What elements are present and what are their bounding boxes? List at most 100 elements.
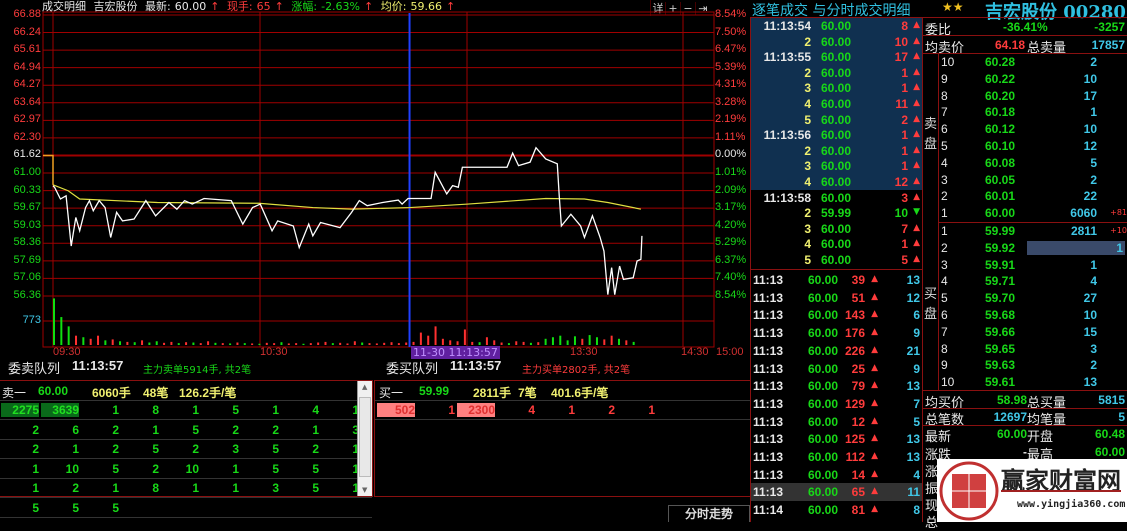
sell-order-row[interactable]: 9 60.22 10 (923, 71, 1127, 88)
minute-row[interactable]: 11:13 60.00 39 ▲ 13 (751, 271, 922, 289)
sell-order-row[interactable]: 6 60.12 10 (923, 121, 1127, 138)
tick-row[interactable]: 4 60.00 1 ▲ (751, 236, 922, 252)
buy-order-row[interactable]: 6 59.68 10 (923, 307, 1127, 324)
sell-order-row[interactable]: 10 60.28 2 (923, 54, 1127, 71)
sell-order-row[interactable]: 2 60.01 22 (923, 188, 1127, 205)
scroll-thumb[interactable] (359, 397, 371, 477)
minute-row[interactable]: 11:13 60.00 226 ▲ 21 (751, 342, 922, 360)
tick-row[interactable]: 2 60.00 1 ▲ (751, 142, 922, 159)
stat-row: 均买价 58.98 总买量 5815 (923, 391, 1127, 411)
sell-order-row[interactable]: 3 60.05 2 (923, 172, 1127, 189)
row-divider (923, 407, 1127, 409)
tick-row[interactable]: 11:13:58 60.00 3 ▲ (751, 190, 922, 206)
up-arrow-icon: ▲ (913, 238, 920, 249)
queue-cell: 1 (112, 481, 119, 495)
queue-cell: 2 (272, 422, 279, 437)
tick-time: 5 (804, 112, 811, 127)
tick-volume: 8 (901, 19, 908, 33)
buy-order-row[interactable]: 9 59.63 2 (923, 357, 1127, 374)
tick-price: 60.00 (821, 190, 852, 205)
tick-price: 60.00 (821, 112, 852, 127)
minute-count: 9 (913, 326, 920, 341)
buy-one-count: 7笔 (518, 386, 537, 400)
minute-row[interactable]: 11:13 60.00 14 ▲ 4 (751, 466, 922, 484)
tick-row[interactable]: 2 60.00 1 ▲ (751, 64, 922, 81)
intraday-chart[interactable] (0, 0, 750, 362)
minute-row[interactable]: 11:13 60.00 65 ▲ 11 (751, 483, 922, 502)
tick-volume: 1 (901, 81, 908, 96)
order-price: 60.05 (985, 172, 1016, 187)
buy-order-row[interactable]: 4 59.71 4 (923, 273, 1127, 290)
sell-queue-scrollbar[interactable]: ▲ ▼ (357, 381, 372, 496)
price-tick-label: 64.94 (13, 60, 41, 73)
tick-price: 60.00 (821, 237, 852, 252)
tab-intraday-trend[interactable]: 分时走势 (668, 505, 750, 522)
volume-bar (412, 341, 415, 345)
detail-button[interactable]: 详 (650, 0, 665, 16)
tick-row[interactable]: 11:13:56 60.00 1 ▲ (751, 127, 922, 143)
minute-row[interactable]: 11:13 60.00 143 ▲ 6 (751, 306, 922, 324)
queue-cell: 5 (232, 403, 239, 417)
tick-time: 4 (804, 97, 811, 111)
zoom-in-icon[interactable]: + (665, 2, 680, 15)
tick-price: 60.00 (821, 81, 852, 96)
tick-row[interactable]: 3 60.00 1 ▲ (751, 158, 922, 174)
minute-row[interactable]: 11:13 60.00 112 ▲ 13 (751, 448, 922, 466)
sell-order-row[interactable]: 4 60.08 5 (923, 155, 1127, 172)
stat-label: 均买价 (925, 396, 965, 411)
volume-bar (449, 340, 452, 345)
volume-bar (478, 342, 481, 345)
order-price: 59.71 (985, 274, 1016, 289)
order-volume: 2 (1090, 358, 1097, 373)
minute-row[interactable]: 11:14 60.00 81 ▲ 8 (751, 501, 922, 519)
percent-tick-label: 4.20% (715, 218, 747, 231)
tick-row[interactable]: 2 59.99 10 ▼ (751, 205, 922, 221)
queue-row: 1 10 5 2 10 1 5 5 1 (0, 460, 372, 479)
up-arrow-icon: ↑ (274, 0, 284, 13)
sell-order-row[interactable]: 5 60.10 12 (923, 138, 1127, 155)
scroll-down-icon[interactable]: ▼ (362, 486, 368, 494)
minute-row[interactable]: 11:13 60.00 51 ▲ 12 (751, 289, 922, 307)
tick-price: 60.00 (821, 253, 852, 267)
jump-end-icon[interactable]: ⇥ (695, 2, 710, 15)
volume-bar (236, 342, 239, 345)
tick-row[interactable]: 4 60.00 11 ▲ (751, 96, 922, 112)
minute-row[interactable]: 11:13 60.00 176 ▲ 9 (751, 324, 922, 342)
tick-row[interactable]: 11:13:55 60.00 17 ▲ (751, 49, 922, 65)
tick-row[interactable]: 11:13:54 60.00 8 ▲ (751, 18, 922, 34)
tick-row[interactable]: 5 60.00 2 ▲ (751, 111, 922, 128)
buy-order-row[interactable]: 2 59.92 1 (923, 240, 1127, 257)
buy-order-row[interactable]: 5 59.70 27 (923, 290, 1127, 307)
tick-time: 2 (804, 143, 811, 158)
volume-bar (207, 341, 210, 345)
volume-bar (617, 338, 620, 345)
tick-row[interactable]: 3 60.00 1 ▲ (751, 80, 922, 96)
buy-order-row[interactable]: 8 59.65 3 (923, 341, 1127, 358)
minute-row[interactable]: 11:13 60.00 79 ▲ 13 (751, 377, 922, 395)
buy-order-row[interactable]: 7 59.66 15 (923, 324, 1127, 341)
zoom-out-icon[interactable]: − (680, 2, 695, 15)
buy-one-label: 买一 (379, 386, 404, 400)
queue-cell: 502 (377, 403, 415, 417)
tick-row[interactable]: 2 60.00 10 ▲ (751, 33, 922, 50)
buy-queue-title: 委买队列 (386, 362, 439, 377)
tick-volume: 10 (894, 206, 908, 221)
minute-row[interactable]: 11:13 60.00 129 ▲ 7 (751, 395, 922, 413)
sell-order-row[interactable]: 8 60.20 17 (923, 88, 1127, 105)
tick-row[interactable]: 5 60.00 5 ▲ (751, 252, 922, 268)
volume-bar (265, 342, 268, 345)
up-arrow-icon: ▲ (913, 113, 920, 124)
tick-row[interactable]: 4 60.00 12 ▲ (751, 174, 922, 190)
scroll-up-icon[interactable]: ▲ (362, 383, 368, 391)
tick-row[interactable]: 3 60.00 7 ▲ (751, 221, 922, 237)
order-price: 59.61 (985, 375, 1016, 390)
stat-label: 振 (925, 482, 939, 497)
sell-order-row[interactable]: 1 60.00 6060 +81 (923, 205, 1127, 222)
minute-row[interactable]: 11:13 60.00 12 ▲ 5 (751, 413, 922, 431)
sell-order-row[interactable]: 7 60.18 1 (923, 104, 1127, 121)
buy-order-row[interactable]: 10 59.61 13 (923, 374, 1127, 391)
buy-order-row[interactable]: 3 59.91 1 (923, 257, 1127, 274)
minute-row[interactable]: 11:13 60.00 25 ▲ 9 (751, 360, 922, 378)
minute-row[interactable]: 11:13 60.00 125 ▲ 13 (751, 430, 922, 448)
buy-order-row[interactable]: 1 59.99 2811 +10 (923, 223, 1127, 240)
